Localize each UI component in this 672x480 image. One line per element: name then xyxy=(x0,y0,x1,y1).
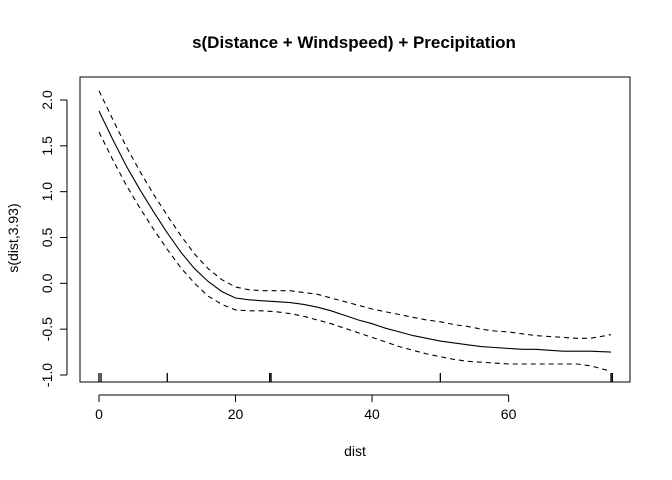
x-axis-label: dist xyxy=(344,443,366,459)
plot-frame xyxy=(79,76,631,383)
smooth-fit-line xyxy=(98,110,612,353)
chart-title: s(Distance + Windspeed) + Precipitation xyxy=(192,33,516,52)
x-tick-label: 0 xyxy=(95,406,103,422)
y-tick-label: -1.0 xyxy=(39,363,55,387)
x-tick-label: 40 xyxy=(364,406,380,422)
x-tick-label: 60 xyxy=(501,406,517,422)
plot-area: 0 20 40 60 -1.0 -0.5 0.0 0.5 1.0 1.5 2.0 xyxy=(39,76,631,422)
y-tick-label: 1.0 xyxy=(39,182,55,202)
confidence-band-line xyxy=(98,131,612,372)
y-tick-label: 0.0 xyxy=(39,273,55,293)
x-tick-label: 20 xyxy=(228,406,244,422)
y-tick-label: -0.5 xyxy=(39,317,55,341)
y-tick-label: 0.5 xyxy=(39,228,55,248)
y-tick-label: 2.0 xyxy=(39,90,55,110)
y-axis-label: s(dist,3.93) xyxy=(5,203,21,272)
y-tick-label: 1.5 xyxy=(39,136,55,156)
confidence-band-line xyxy=(98,90,612,339)
